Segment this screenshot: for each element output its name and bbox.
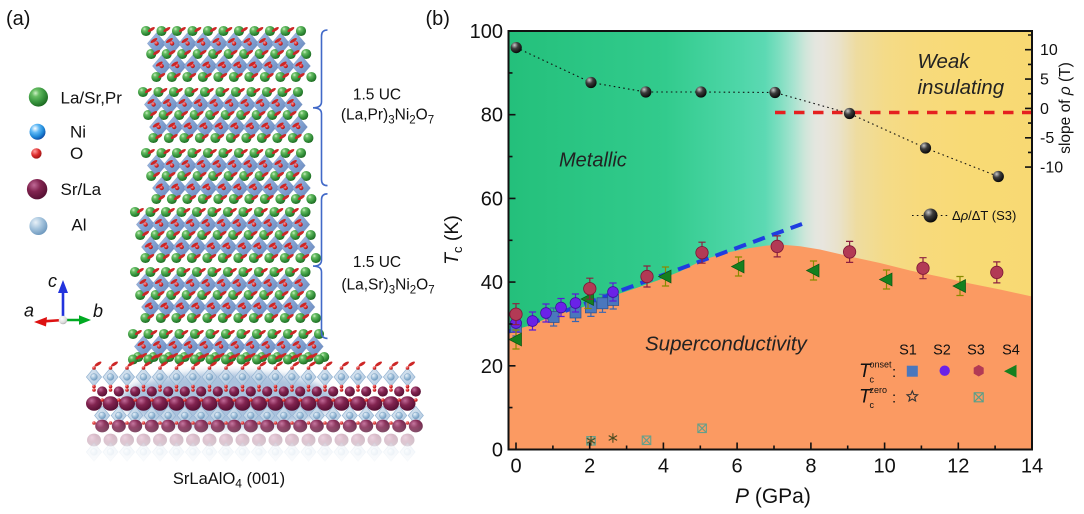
- svg-text:c: c: [870, 400, 875, 410]
- svg-text:40: 40: [481, 272, 503, 294]
- svg-text:b: b: [93, 301, 103, 321]
- svg-text:(La,Pr)3Ni2O7: (La,Pr)3Ni2O7: [341, 107, 434, 127]
- svg-text:La/Sr,Pr: La/Sr,Pr: [61, 89, 123, 108]
- svg-text:Metallic: Metallic: [559, 150, 627, 172]
- svg-text:Δρ/ΔT (S3): Δρ/ΔT (S3): [952, 208, 1016, 223]
- svg-text:onset: onset: [870, 360, 893, 370]
- svg-text:S4: S4: [1002, 343, 1020, 359]
- svg-text:100: 100: [470, 21, 503, 43]
- svg-text:S1: S1: [899, 343, 917, 359]
- svg-text:(La,Sr)3Ni2O7: (La,Sr)3Ni2O7: [341, 277, 434, 297]
- svg-text:0: 0: [1040, 101, 1049, 118]
- svg-text:10: 10: [1040, 42, 1058, 59]
- svg-text:60: 60: [481, 188, 503, 210]
- svg-text:S2: S2: [933, 343, 951, 359]
- svg-text:S3: S3: [967, 343, 985, 359]
- svg-text:Superconductivity: Superconductivity: [645, 333, 809, 356]
- svg-text:T: T: [859, 361, 872, 382]
- svg-text:1.5 UC: 1.5 UC: [353, 87, 401, 104]
- svg-text:-10: -10: [1040, 160, 1063, 177]
- svg-text:(a): (a): [6, 8, 30, 30]
- svg-text:5: 5: [1040, 72, 1049, 89]
- svg-text:1.5 UC: 1.5 UC: [353, 254, 401, 271]
- svg-text:6: 6: [732, 456, 743, 478]
- svg-text:a: a: [24, 301, 34, 321]
- svg-text:4: 4: [658, 456, 669, 478]
- svg-text::: :: [892, 364, 896, 381]
- svg-text:insulating: insulating: [918, 76, 1005, 99]
- svg-text:Tc (K): Tc (K): [441, 215, 465, 265]
- svg-text:Sr/La: Sr/La: [61, 180, 102, 199]
- svg-text:0: 0: [510, 456, 521, 478]
- svg-text:SrLaAlO4 (001): SrLaAlO4 (001): [173, 470, 285, 491]
- svg-text:12: 12: [947, 456, 969, 478]
- svg-text::: :: [892, 390, 896, 407]
- svg-text:8: 8: [805, 456, 816, 478]
- svg-text:zero: zero: [870, 385, 888, 395]
- svg-text:c: c: [870, 375, 875, 385]
- svg-text:Ni: Ni: [70, 123, 86, 142]
- svg-text:P (GPa): P (GPa): [735, 485, 811, 508]
- svg-text:Weak: Weak: [918, 50, 972, 73]
- svg-text:2: 2: [584, 456, 595, 478]
- svg-text:slope of ρ (T): slope of ρ (T): [1057, 62, 1074, 154]
- svg-text:80: 80: [481, 105, 503, 127]
- svg-text:14: 14: [1021, 456, 1043, 478]
- svg-text:(b): (b): [426, 8, 450, 30]
- svg-text:T: T: [859, 387, 872, 408]
- svg-text:10: 10: [873, 456, 895, 478]
- svg-text:0: 0: [492, 440, 503, 462]
- svg-text:c: c: [48, 271, 57, 291]
- svg-text:Al: Al: [71, 216, 86, 235]
- svg-text:20: 20: [481, 356, 503, 378]
- svg-text:O: O: [70, 144, 83, 163]
- svg-text:-5: -5: [1040, 130, 1054, 147]
